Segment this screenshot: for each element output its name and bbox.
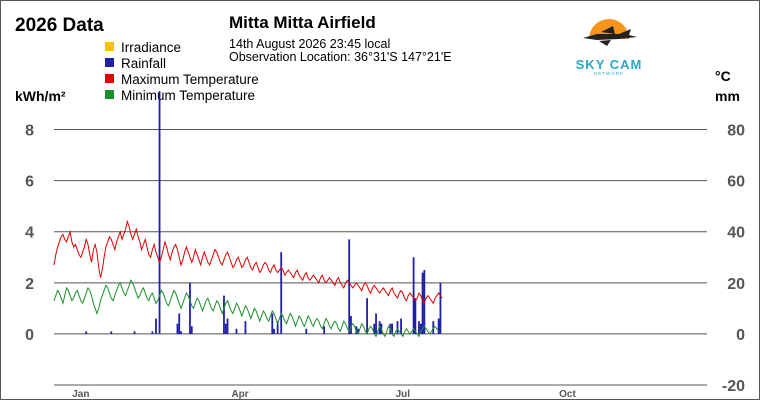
legend-swatch [105, 90, 114, 99]
logo-text: SKY CAM [576, 57, 643, 72]
rainfall-bar [151, 331, 154, 334]
logo-subtext: NETWORK [594, 71, 624, 76]
rainfall-bar [366, 298, 368, 334]
rainfall-bar [432, 321, 435, 334]
left-axis-tick-label: 4 [25, 225, 34, 242]
rainfall-bar [273, 328, 275, 334]
left-axis-tick-label: 2 [25, 276, 34, 293]
left-axis-tick-label: 8 [25, 123, 34, 140]
observation-datetime: 14th August 2026 23:45 local [229, 37, 390, 51]
station-name: Mitta Mitta Airfield [229, 13, 376, 32]
rainfall-bar [189, 282, 191, 334]
page-title: 2026 Data [15, 15, 104, 36]
rainfall-bar [133, 331, 136, 334]
legend-label: Minimum Temperature [121, 88, 255, 103]
legend-swatch [105, 42, 114, 51]
rainfall-bar [280, 252, 283, 334]
rainfall-series [85, 91, 442, 334]
right-axis-tick-label: 20 [727, 276, 745, 293]
rainfall-bar [350, 316, 352, 334]
rainfall-bar [357, 328, 360, 334]
rainfall-bar [412, 257, 415, 334]
x-axis-month-label: Jul [396, 389, 411, 399]
right-axis-ticks: -20 0 20 40 60 80 [722, 123, 745, 395]
min-line-path [53, 279, 440, 338]
right-axis-tick-label: 40 [727, 225, 745, 242]
rainfall-bar [396, 321, 399, 334]
right-axis-tick-label: 60 [727, 174, 745, 191]
rainfall-bar [271, 313, 274, 334]
rainfall-bar [178, 313, 181, 334]
rainfall-bar [158, 91, 161, 334]
rainfall-bar [190, 326, 193, 334]
rainfall-bar [176, 323, 179, 334]
max-temperature-series [53, 219, 443, 305]
x-axis-ticks: Jan Apr Jul Oct [72, 389, 576, 400]
rainfall-bar [323, 326, 326, 334]
rainfall-bar [305, 328, 308, 334]
rainfall-bar [110, 331, 113, 334]
max-line-path [53, 219, 443, 305]
rainfall-bar [244, 321, 247, 334]
observation-location: Observation Location: 36°31'S 147°21'E [229, 50, 452, 64]
rainfall-bar [391, 323, 394, 334]
left-axis-tick-label: 6 [25, 174, 34, 191]
rainfall-bar [223, 295, 225, 334]
rainfall-bar [348, 239, 351, 334]
right-axis-rainfall-unit: mm [715, 88, 740, 104]
rainfall-bar [375, 313, 377, 334]
sky-cam-logo: SKY CAM NETWORK [576, 19, 643, 76]
right-axis-tick-label: 0 [736, 327, 745, 344]
legend-label: Maximum Temperature [121, 72, 259, 87]
x-axis-month-label: Apr [231, 389, 248, 399]
right-axis-tick-label: -20 [722, 378, 745, 395]
min-temperature-series [53, 279, 440, 338]
rainfall-bar [414, 298, 417, 334]
rainfall-bar [400, 318, 402, 334]
rainfall-bar [224, 323, 227, 334]
legend-swatch [105, 58, 114, 67]
rainfall-bar [180, 331, 182, 334]
left-axis-ticks: 0 2 4 6 8 [25, 123, 34, 344]
legend-label: Irradiance [121, 40, 181, 55]
rainfall-bar [418, 321, 420, 334]
grid-lines [54, 129, 707, 386]
airplane-icon [583, 26, 637, 46]
rainfall-bar [226, 318, 229, 334]
rainfall-bar [419, 323, 422, 334]
legend-label: Rainfall [121, 56, 166, 71]
left-axis-tick-label: 0 [25, 327, 34, 344]
rainfall-bar [155, 318, 157, 334]
x-axis-month-label: Jan [72, 389, 89, 399]
rainfall-bar [85, 331, 88, 334]
rainfall-bar [437, 318, 440, 334]
rainfall-bar [439, 282, 442, 334]
rainfall-bar [421, 272, 424, 334]
right-axis-temperature-unit: °C [715, 68, 731, 84]
legend-swatch [105, 74, 114, 83]
right-axis-tick-label: 80 [727, 123, 745, 140]
left-axis-unit: kWh/m² [15, 88, 66, 104]
rainfall-bar [373, 323, 376, 334]
rainfall-bar [276, 321, 279, 334]
x-axis-month-label: Oct [559, 389, 576, 399]
rainfall-bar [235, 328, 238, 334]
